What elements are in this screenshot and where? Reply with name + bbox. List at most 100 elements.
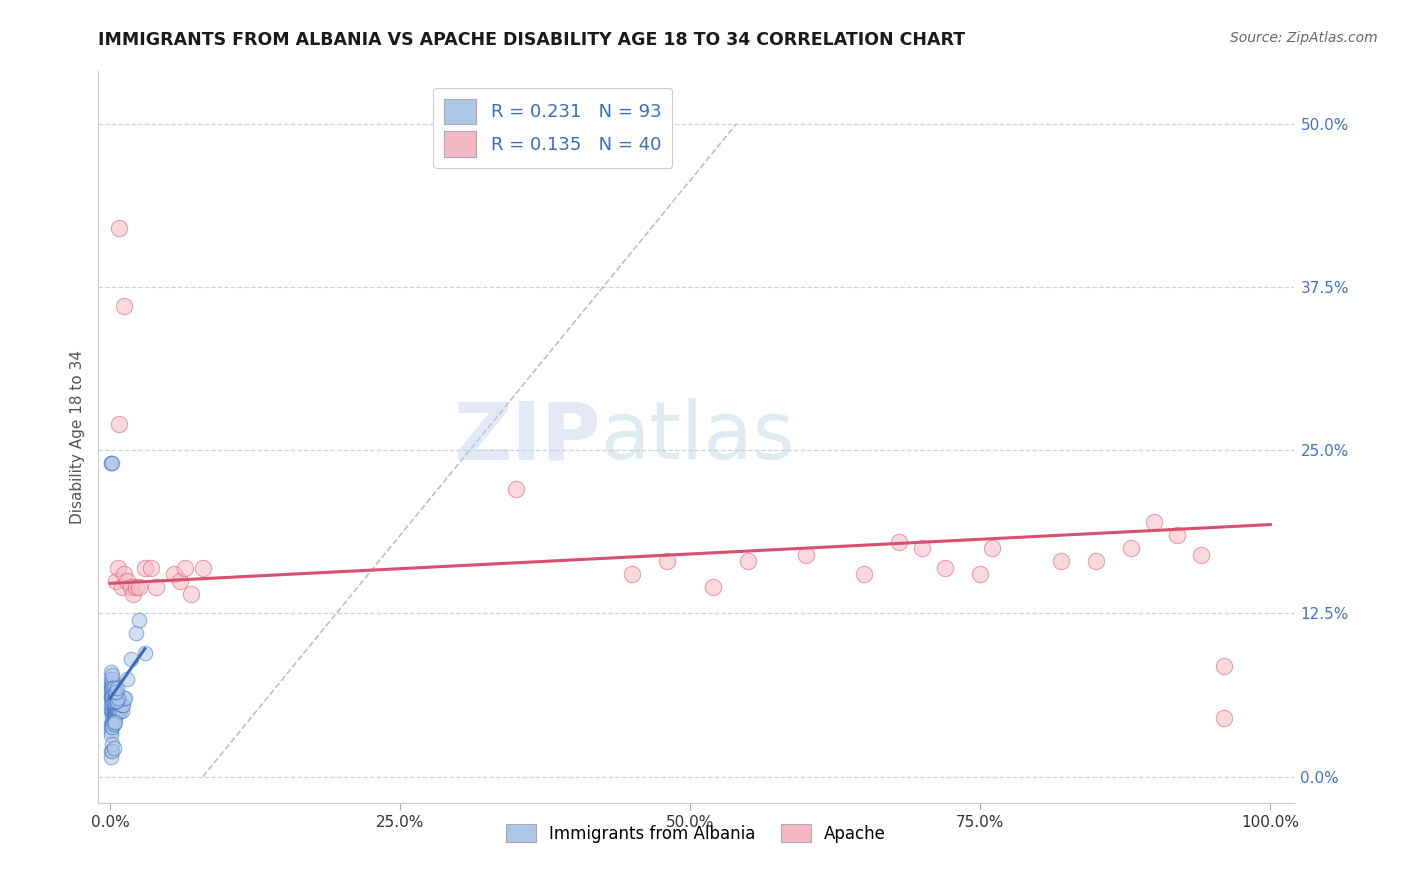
- Point: [101, 685, 124, 699]
- Point: [105, 705, 128, 719]
- Point: [103, 685, 125, 699]
- Point: [103, 698, 125, 712]
- Point: [1050, 554, 1073, 568]
- Point: [104, 706, 127, 721]
- Point: [107, 691, 129, 706]
- Point: [101, 694, 124, 708]
- Point: [104, 694, 127, 708]
- Point: [124, 580, 146, 594]
- Point: [191, 560, 214, 574]
- Point: [101, 675, 124, 690]
- Point: [100, 705, 122, 719]
- Point: [111, 705, 134, 719]
- Point: [101, 689, 124, 703]
- Point: [101, 717, 124, 731]
- Point: [621, 567, 644, 582]
- Point: [122, 587, 145, 601]
- Point: [117, 574, 139, 588]
- Point: [934, 560, 956, 574]
- Point: [853, 567, 876, 582]
- Point: [117, 672, 139, 686]
- Point: [100, 743, 122, 757]
- Text: Source: ZipAtlas.com: Source: ZipAtlas.com: [1230, 31, 1378, 45]
- Point: [139, 560, 162, 574]
- Text: atlas: atlas: [600, 398, 794, 476]
- Point: [108, 705, 131, 719]
- Point: [101, 702, 124, 716]
- Point: [112, 567, 135, 582]
- Point: [103, 714, 125, 729]
- Point: [104, 711, 127, 725]
- Point: [104, 705, 127, 719]
- Point: [112, 691, 135, 706]
- Point: [103, 702, 125, 716]
- Point: [100, 689, 122, 703]
- Point: [103, 740, 125, 755]
- Point: [101, 667, 124, 682]
- Point: [104, 702, 127, 716]
- Point: [104, 714, 127, 729]
- Text: ZIP: ZIP: [453, 398, 600, 476]
- Legend: Immigrants from Albania, Apache: Immigrants from Albania, Apache: [499, 818, 893, 849]
- Point: [737, 554, 759, 568]
- Point: [107, 560, 129, 574]
- Point: [104, 694, 127, 708]
- Point: [101, 456, 124, 470]
- Point: [128, 580, 150, 594]
- Point: [100, 678, 122, 692]
- Point: [112, 300, 135, 314]
- Point: [107, 702, 129, 716]
- Point: [111, 698, 134, 712]
- Point: [104, 702, 127, 716]
- Point: [101, 681, 124, 695]
- Point: [794, 548, 817, 562]
- Point: [104, 691, 127, 706]
- Point: [104, 698, 127, 712]
- Point: [101, 672, 124, 686]
- Point: [100, 698, 122, 712]
- Point: [100, 681, 122, 695]
- Point: [100, 456, 122, 470]
- Point: [111, 580, 134, 594]
- Point: [103, 694, 125, 708]
- Point: [101, 698, 124, 712]
- Point: [120, 580, 142, 594]
- Point: [101, 706, 124, 721]
- Point: [101, 705, 124, 719]
- Point: [1119, 541, 1142, 555]
- Point: [108, 221, 131, 235]
- Point: [655, 554, 678, 568]
- Point: [104, 691, 127, 706]
- Point: [980, 541, 1002, 555]
- Point: [105, 702, 128, 716]
- Point: [100, 723, 122, 738]
- Point: [101, 681, 124, 695]
- Point: [887, 534, 910, 549]
- Point: [100, 728, 122, 742]
- Point: [103, 689, 125, 703]
- Point: [100, 720, 122, 734]
- Point: [104, 685, 127, 699]
- Point: [1189, 548, 1212, 562]
- Point: [114, 691, 136, 706]
- Point: [100, 717, 122, 731]
- Point: [103, 711, 125, 725]
- Point: [104, 574, 127, 588]
- Point: [100, 456, 122, 470]
- Point: [101, 711, 124, 725]
- Point: [108, 698, 131, 712]
- Point: [100, 691, 122, 706]
- Point: [1212, 658, 1234, 673]
- Point: [110, 705, 132, 719]
- Point: [101, 714, 124, 729]
- Point: [103, 681, 125, 695]
- Point: [103, 694, 125, 708]
- Point: [103, 681, 125, 695]
- Point: [120, 652, 142, 666]
- Point: [105, 698, 128, 712]
- Point: [134, 560, 156, 574]
- Point: [101, 737, 124, 751]
- Point: [101, 678, 124, 692]
- Point: [101, 694, 124, 708]
- Point: [100, 665, 122, 680]
